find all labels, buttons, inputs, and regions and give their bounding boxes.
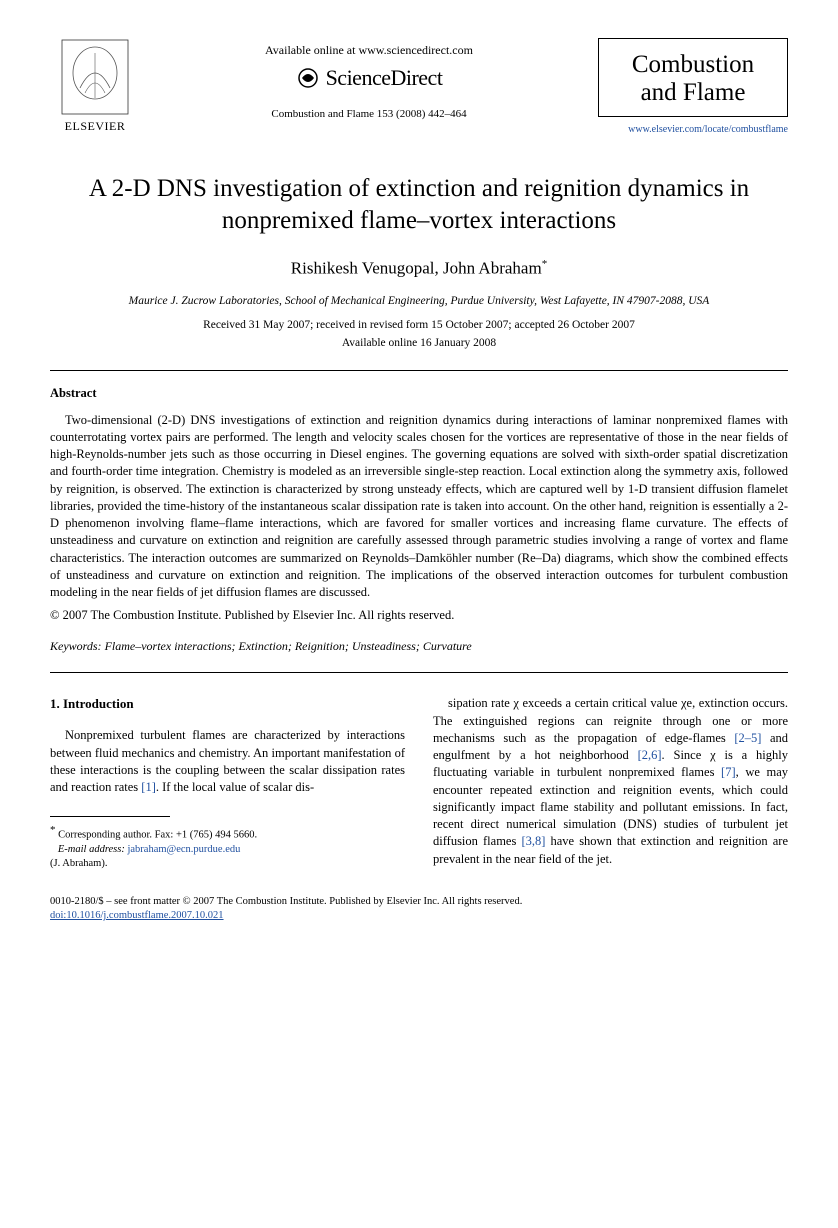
abstract-text: Two-dimensional (2-D) DNS investigations…	[50, 412, 788, 602]
journal-title-box: Combustion and Flame	[598, 38, 788, 117]
authors-line: Rishikesh Venugopal, John Abraham*	[50, 257, 788, 281]
elsevier-logo	[60, 38, 130, 116]
footer-issn: 0010-2180/$ – see front matter © 2007 Th…	[50, 895, 788, 909]
sciencedirect-icon	[296, 66, 320, 90]
affiliation: Maurice J. Zucrow Laboratories, School o…	[50, 294, 788, 310]
citation-2-5[interactable]: [2–5]	[734, 731, 761, 745]
header-center: Available online at www.sciencedirect.co…	[152, 38, 586, 122]
column-right: sipation rate χ exceeds a certain critic…	[433, 695, 788, 871]
citation-1[interactable]: [1]	[141, 780, 156, 794]
publisher-label: ELSEVIER	[50, 118, 140, 134]
intro-heading: 1. Introduction	[50, 695, 405, 713]
sciencedirect-text: ScienceDirect	[326, 63, 443, 93]
journal-name-line2: and Flame	[609, 79, 777, 107]
authors-text: Rishikesh Venugopal, John Abraham	[291, 258, 542, 277]
body-columns: 1. Introduction Nonpremixed turbulent fl…	[50, 695, 788, 871]
rule-below-keywords	[50, 672, 788, 673]
journal-reference: Combustion and Flame 153 (2008) 442–464	[152, 107, 586, 122]
footnote-email-line: E-mail address: jabraham@ecn.purdue.edu	[50, 843, 405, 857]
citation-7[interactable]: [7]	[721, 765, 736, 779]
journal-url[interactable]: www.elsevier.com/locate/combustflame	[598, 123, 788, 137]
publisher-block: ELSEVIER	[50, 38, 140, 134]
abstract-heading: Abstract	[50, 385, 788, 402]
journal-name-line1: Combustion	[609, 51, 777, 79]
citation-2-6[interactable]: [2,6]	[638, 748, 662, 762]
footnote-author-name: (J. Abraham).	[50, 857, 405, 871]
footnote-block: * Corresponding author. Fax: +1 (765) 49…	[50, 823, 405, 871]
article-title: A 2-D DNS investigation of extinction an…	[80, 173, 758, 237]
sciencedirect-logo: ScienceDirect	[296, 63, 443, 93]
journal-box-block: Combustion and Flame www.elsevier.com/lo…	[598, 38, 788, 137]
footnote-corresponding: * Corresponding author. Fax: +1 (765) 49…	[50, 823, 405, 843]
corresponding-mark: *	[542, 258, 548, 270]
available-online-text: Available online at www.sciencedirect.co…	[152, 42, 586, 58]
abstract-body: Two-dimensional (2-D) DNS investigations…	[50, 412, 788, 602]
footer-doi-link[interactable]: doi:10.1016/j.combustflame.2007.10.021	[50, 910, 224, 921]
dates-online: Available online 16 January 2008	[50, 336, 788, 352]
header-row: ELSEVIER Available online at www.science…	[50, 38, 788, 137]
footnote-rule	[50, 816, 170, 817]
rule-above-abstract	[50, 370, 788, 371]
column-left: 1. Introduction Nonpremixed turbulent fl…	[50, 695, 405, 871]
citation-3-8[interactable]: [3,8]	[521, 834, 545, 848]
footnote-email[interactable]: jabraham@ecn.purdue.edu	[125, 844, 241, 855]
footer-block: 0010-2180/$ – see front matter © 2007 Th…	[50, 895, 788, 923]
keywords-label: Keywords:	[50, 639, 102, 653]
keywords-line: Keywords: Flame–vortex interactions; Ext…	[50, 638, 788, 654]
intro-para-left: Nonpremixed turbulent flames are charact…	[50, 727, 405, 796]
keywords-text: Flame–vortex interactions; Extinction; R…	[102, 639, 472, 653]
dates-received: Received 31 May 2007; received in revise…	[50, 318, 788, 334]
intro-para-right: sipation rate χ exceeds a certain critic…	[433, 695, 788, 868]
abstract-copyright: © 2007 The Combustion Institute. Publish…	[50, 607, 788, 624]
